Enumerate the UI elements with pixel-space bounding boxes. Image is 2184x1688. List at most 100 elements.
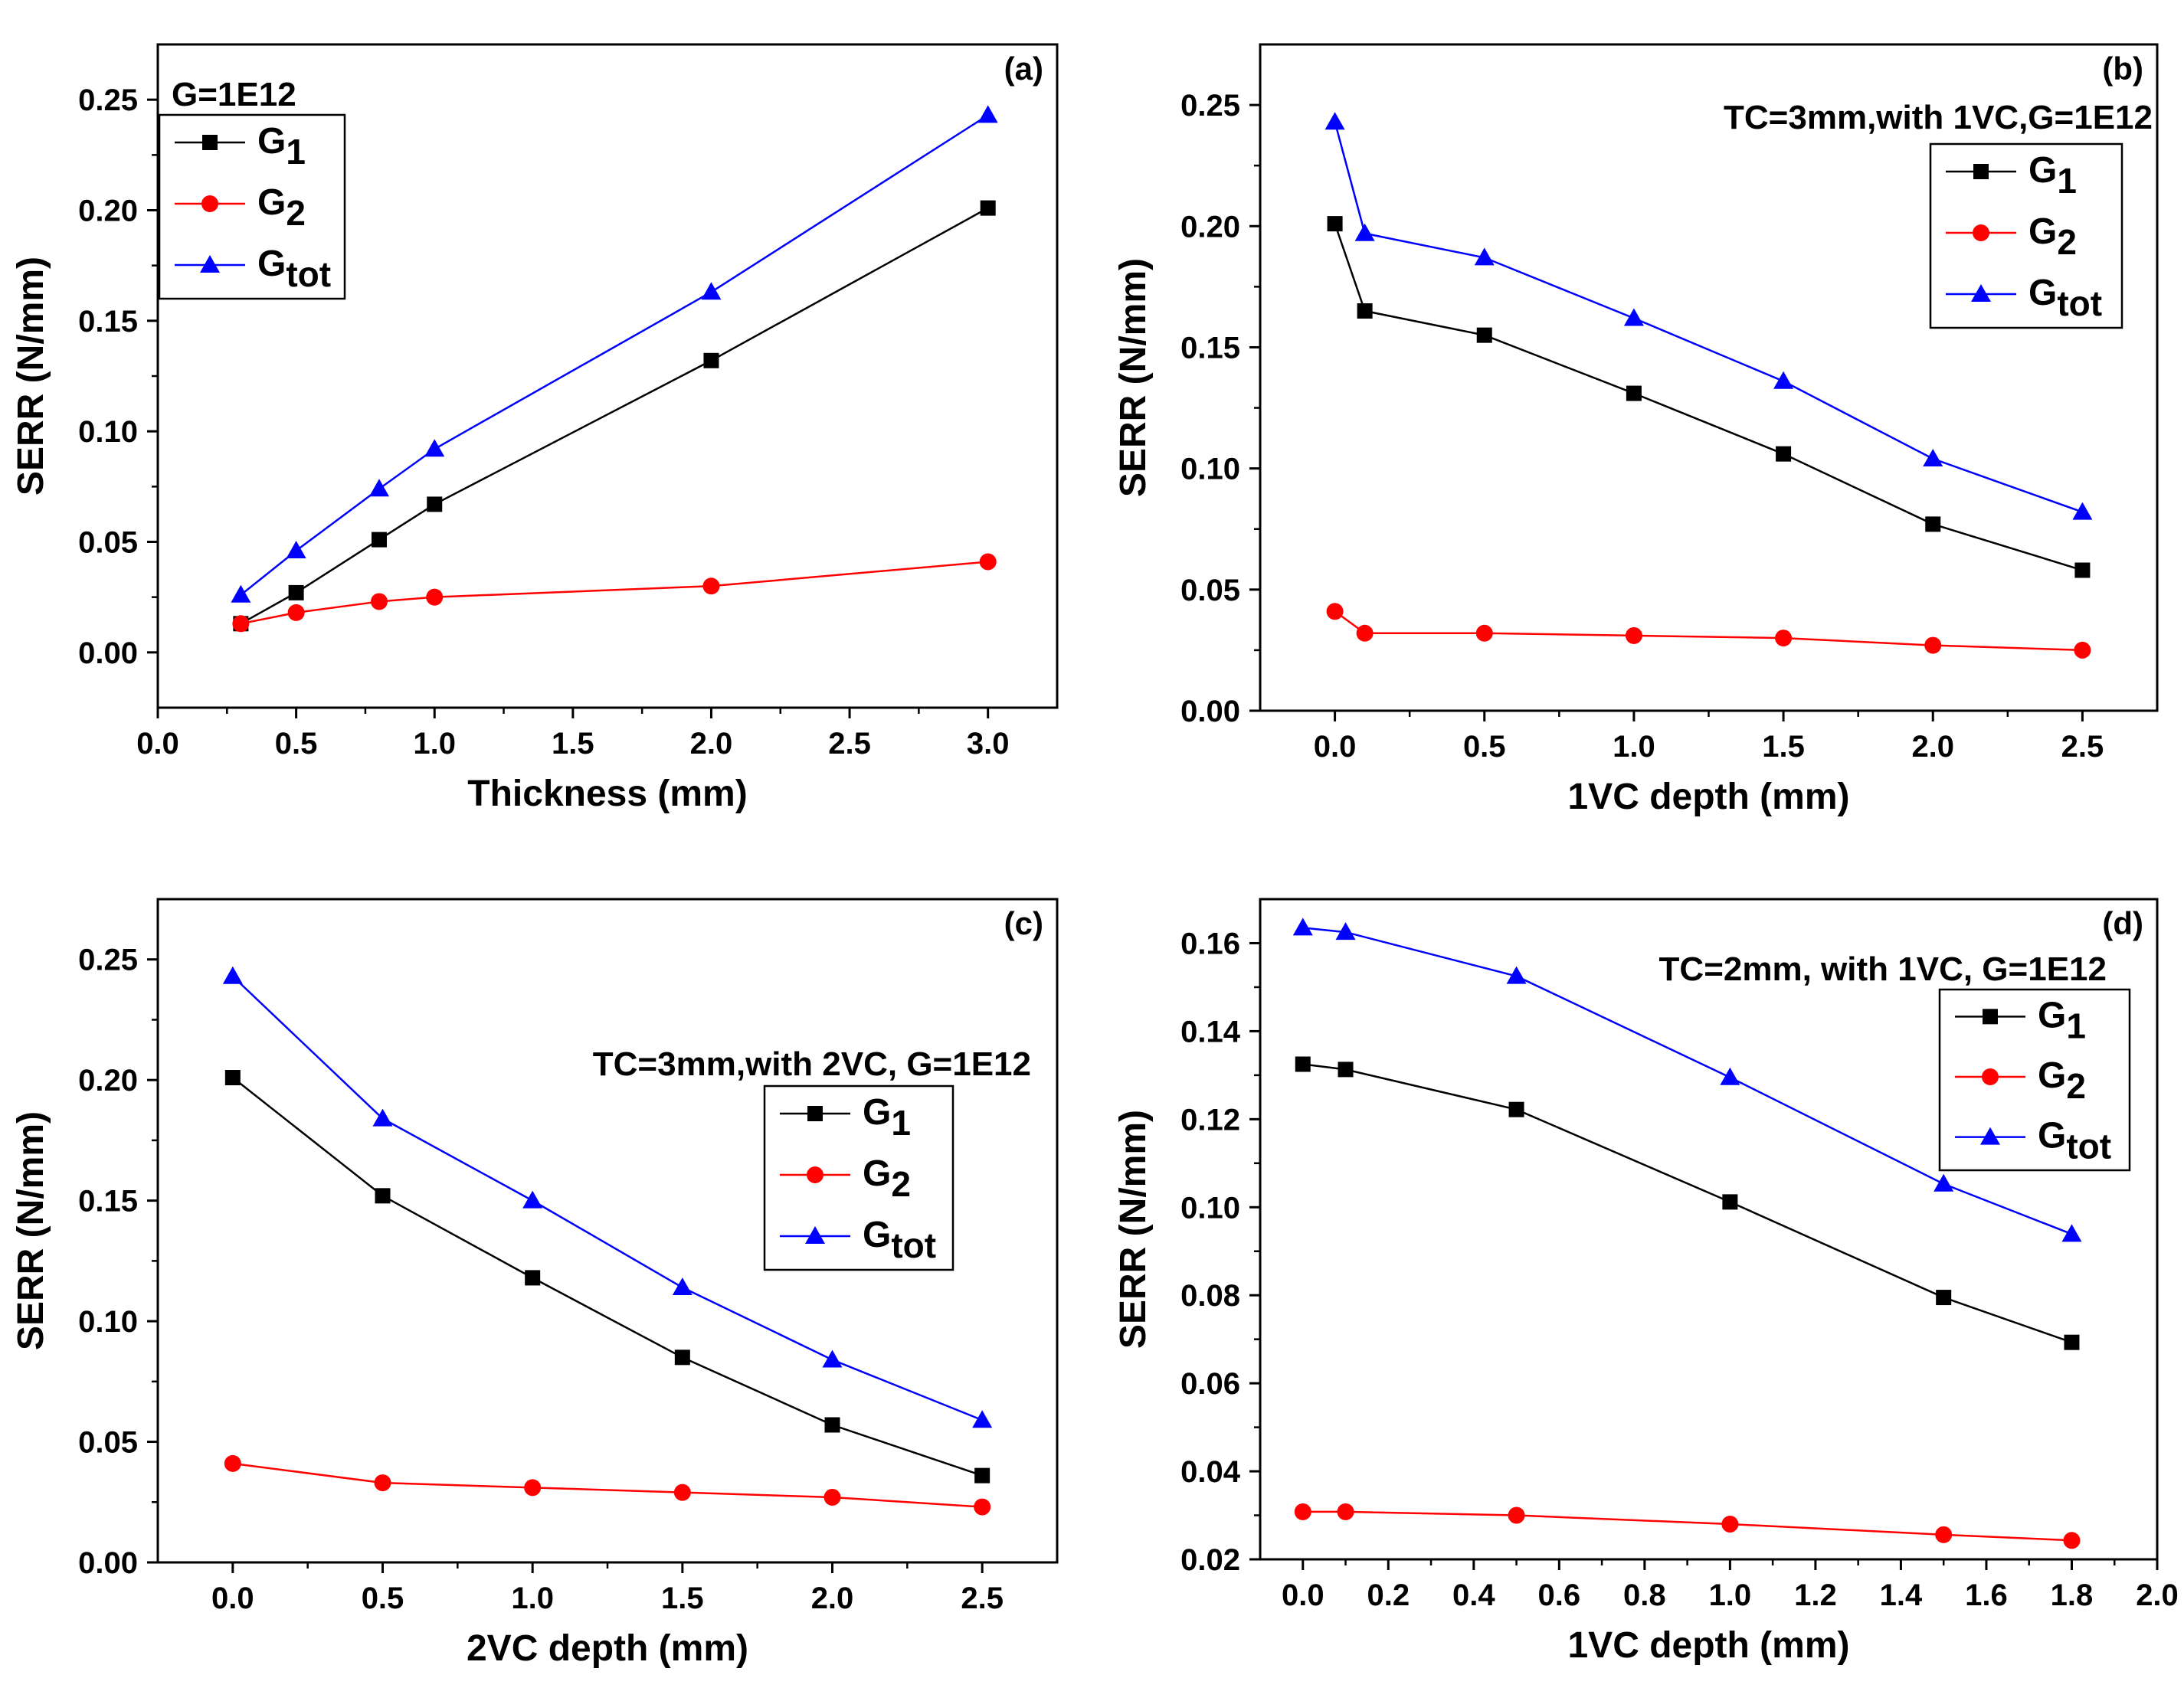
x-tick-label: 2.0 (1911, 730, 1954, 764)
series-line-G2 (241, 561, 988, 625)
series-G1 (1327, 216, 2091, 578)
data-point-Gtot (1720, 1067, 1740, 1085)
x-tick-label: 2.0 (811, 1582, 854, 1615)
y-axis-title: SERR (N/mm) (1113, 258, 1154, 497)
legend-box (1929, 142, 2123, 329)
series-line-Gtot (231, 975, 983, 1421)
legend-label-Gtot: Gtot (2038, 1116, 2111, 1166)
x-tick-label: 2.0 (690, 727, 733, 761)
y-tick-label: 0.05 (78, 1426, 138, 1460)
data-point-G1 (371, 532, 387, 548)
data-point-Gtot (222, 966, 243, 984)
y-tick-label: 0.02 (1180, 1543, 1240, 1577)
data-point-Gtot (372, 1108, 393, 1127)
series-line-G1 (232, 1077, 983, 1477)
data-point-G2 (979, 553, 997, 571)
data-point-G1 (1925, 516, 1941, 532)
data-point-G2 (1294, 1503, 1311, 1520)
x-tick-label: 0.5 (275, 727, 318, 761)
data-point-G2 (2063, 1532, 2081, 1549)
chart-annotation: TC=3mm,with 1VC,G=1E12 (1724, 99, 2153, 136)
y-tick-label: 0.00 (78, 1546, 138, 1580)
data-point-G1 (1476, 327, 1492, 343)
data-point-G1 (980, 200, 996, 216)
x-tick-label: 2.5 (828, 727, 871, 761)
y-tick-label: 0.05 (78, 526, 138, 560)
data-point-G1 (974, 1467, 990, 1484)
series-G1 (233, 200, 996, 632)
x-tick-label: 1.0 (1709, 1578, 1752, 1612)
y-tick-label: 0.10 (1180, 453, 1240, 486)
data-point-G2 (824, 1488, 841, 1506)
chart-panel-a: 0.0 0.5 1.0 1.5 2.0 2.5 3.0 0.00 0.05 0.10 0.15 0.2… (11, 43, 1059, 814)
chart-annotation: TC=3mm,with 2VC, G=1E12 (593, 1045, 1031, 1083)
x-tick-label: 0.0 (1314, 730, 1357, 764)
y-tick-label: 0.25 (78, 83, 138, 117)
x-tick-label: 0.0 (1282, 1578, 1324, 1612)
x-tick-label: 1.0 (1613, 730, 1655, 764)
series-G2 (1326, 603, 2091, 659)
data-point-G2 (224, 1454, 241, 1472)
data-point-G1 (1776, 446, 1792, 462)
data-point-G2 (1326, 603, 1344, 620)
data-point-G2 (1475, 624, 1493, 642)
y-tick-label: 0.10 (78, 1305, 138, 1339)
series-Gtot (1292, 918, 2082, 1242)
data-point-G2 (974, 1498, 991, 1516)
y-tick-label: 0.20 (78, 1064, 138, 1098)
legend-marker-Gtot (200, 255, 220, 273)
data-point-G1 (1327, 216, 1343, 232)
x-tick-label: 0.5 (362, 1582, 404, 1615)
legend-label-G1: G1 (257, 121, 306, 172)
data-point-G2 (426, 588, 444, 606)
x-tick-label: 1.2 (1794, 1578, 1837, 1612)
y-tick-label: 0.00 (78, 636, 138, 670)
y-tick-label: 0.20 (1180, 210, 1240, 244)
legend-box (1938, 988, 2131, 1172)
legend-marker-Gtot (1971, 284, 1991, 302)
legend-label-Gtot: Gtot (2028, 273, 2102, 323)
data-point-G2 (1356, 624, 1374, 642)
data-point-Gtot (1354, 223, 1375, 241)
y-tick-label: 0.20 (78, 195, 138, 228)
data-point-Gtot (368, 479, 389, 497)
chart-panel-d: 0.0 0.2 0.4 0.6 0.8 1.0 1.2 1.4 1.6 1.8 2.0 0.02 0.0… (1113, 898, 2179, 1666)
y-tick-label: 0.16 (1180, 927, 1240, 960)
data-point-Gtot (972, 1410, 993, 1428)
legend-label-Gtot: Gtot (863, 1215, 936, 1265)
data-point-G1 (224, 1070, 241, 1086)
x-tick-label: 1.0 (413, 727, 456, 761)
data-point-Gtot (1474, 247, 1495, 266)
data-point-G1 (1338, 1062, 1354, 1078)
x-tick-label: 3.0 (967, 727, 1010, 761)
data-point-G1 (288, 584, 304, 600)
data-point-G2 (1508, 1506, 1525, 1524)
data-point-G1 (1722, 1194, 1738, 1210)
series-G2 (224, 1454, 991, 1516)
x-tick-label: 2.0 (2136, 1578, 2179, 1612)
y-tick-label: 0.25 (1180, 89, 1240, 123)
data-point-Gtot (1934, 1173, 1954, 1192)
data-point-Gtot (286, 541, 306, 559)
y-tick-label: 0.14 (1180, 1015, 1241, 1048)
x-axis-title: 1VC depth (mm) (1567, 1625, 1849, 1666)
series-G2 (1294, 1503, 2081, 1549)
chart-panel-b: 0.0 0.5 1.0 1.5 2.0 2.5 0.00 0.05 0.10 0.15 0.20 0.… (1113, 43, 2159, 817)
data-point-G2 (524, 1479, 542, 1497)
series-G1 (224, 1070, 990, 1484)
y-tick-label: 0.10 (1180, 1191, 1240, 1225)
data-point-G2 (1924, 636, 1942, 654)
legend: G1 G2 Gtot (1938, 988, 2131, 1172)
x-tick-label: 1.8 (2051, 1578, 2094, 1612)
x-tick-label: 0.4 (1452, 1578, 1495, 1612)
series-line-G2 (232, 1462, 983, 1508)
y-tick-label: 0.15 (1180, 331, 1240, 365)
series-line-G2 (1302, 1510, 2072, 1542)
x-tick-label: 0.0 (211, 1582, 254, 1615)
data-point-Gtot (2072, 502, 2093, 520)
legend-box (158, 113, 346, 300)
data-point-Gtot (1324, 112, 1345, 130)
chart-annotation: TC=2mm, with 1VC, G=1E12 (1659, 950, 2107, 988)
data-point-Gtot (1623, 308, 1644, 326)
legend-marker-G2 (1973, 224, 1989, 241)
